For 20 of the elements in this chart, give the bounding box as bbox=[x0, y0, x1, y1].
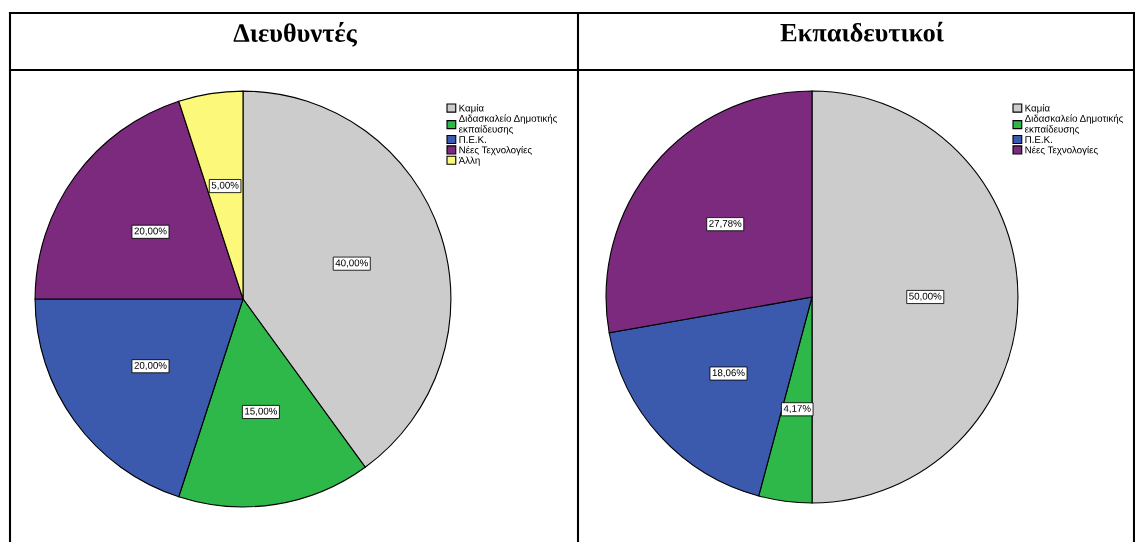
legend-label: Νέες Τεχνολογίες bbox=[1025, 145, 1098, 156]
legend-label: Διδασκαλείο Δημοτικής εκπαίδευσης bbox=[1024, 114, 1124, 135]
data-label: 4,17% bbox=[783, 405, 811, 414]
legend-label: Νέες Τεχνολογίες bbox=[459, 145, 532, 156]
data-label: 5,00% bbox=[211, 181, 239, 190]
data-label: 18,06% bbox=[712, 369, 745, 378]
legend-label: Καμία bbox=[459, 104, 484, 114]
chart-title: Διευθυντές bbox=[233, 22, 358, 47]
data-label: 15,00% bbox=[245, 407, 278, 416]
legend-label: Π.Ε.Κ. bbox=[459, 136, 486, 143]
data-label: 20,00% bbox=[134, 227, 167, 236]
legend-label: Π.Ε.Κ. bbox=[1025, 136, 1052, 143]
data-label: 40,00% bbox=[335, 259, 368, 268]
legend-label: Διδασκαλείο Δημοτικής εκπαίδευσης bbox=[458, 114, 558, 135]
data-label: 50,00% bbox=[909, 292, 942, 301]
chart-title: Εκπαιδευτικοί bbox=[780, 21, 944, 42]
data-label: 20,00% bbox=[134, 361, 167, 370]
legend-label: Καμία bbox=[1025, 104, 1050, 114]
data-label: 27,78% bbox=[709, 219, 742, 228]
legend-label: Άλλη bbox=[458, 156, 480, 166]
